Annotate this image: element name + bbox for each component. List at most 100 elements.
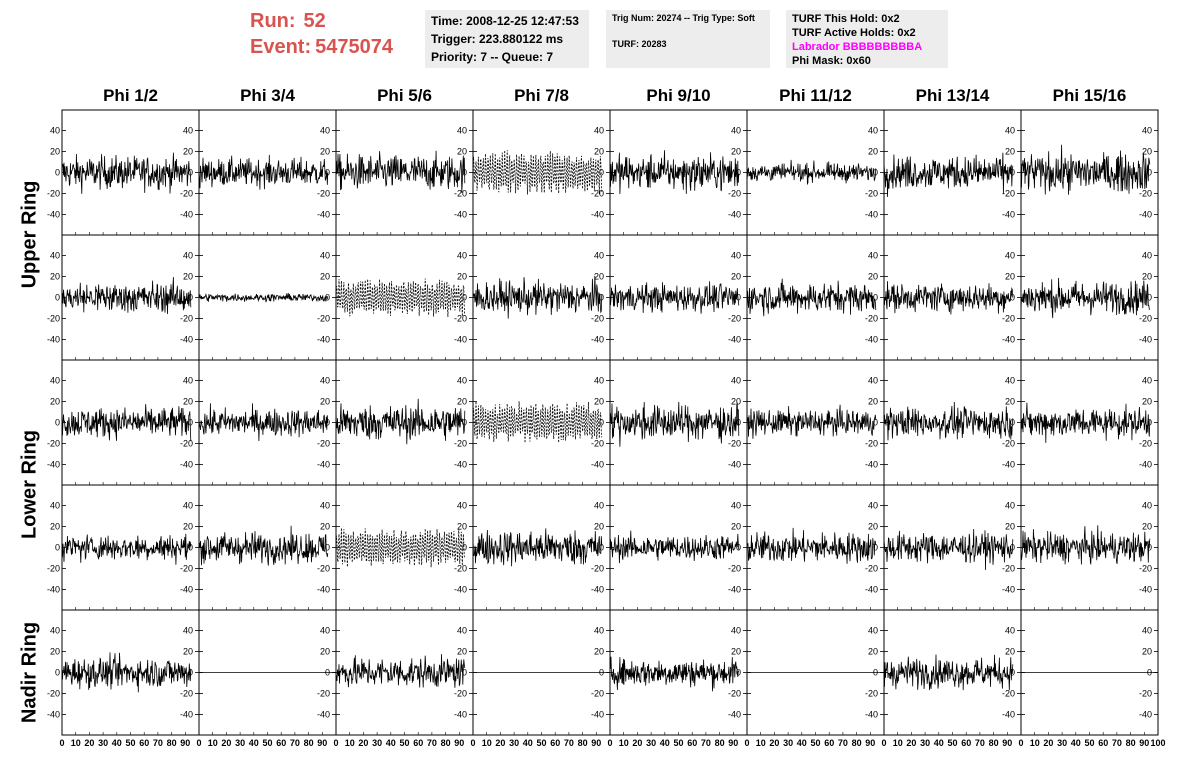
- y-tick-label: 0: [873, 543, 878, 553]
- y-tick-label: 40: [594, 626, 604, 636]
- y-tick-label: 0: [188, 168, 193, 178]
- waveform-r3-c5: [746, 527, 877, 564]
- y-tick-label-left: -20: [47, 564, 60, 574]
- y-tick-label: -40: [180, 710, 193, 720]
- y-tick-label: -40: [454, 335, 467, 345]
- panel-frame: [335, 609, 474, 736]
- x-tick-label: 60: [550, 738, 560, 748]
- x-tick-label: 60: [276, 738, 286, 748]
- x-tick-label: 0: [59, 738, 64, 748]
- y-tick-label: 0: [599, 168, 604, 178]
- panel-r0-c3: -40 -20 0 20 40: [472, 109, 611, 236]
- x-tick-label: 30: [646, 738, 656, 748]
- x-tick-label: 80: [578, 738, 588, 748]
- panel-frame: [609, 484, 748, 611]
- y-tick-label: -20: [1139, 314, 1152, 324]
- y-tick-label: 0: [325, 543, 330, 553]
- y-tick-label: -40: [865, 210, 878, 220]
- waveform-r3-c1: [198, 525, 329, 566]
- x-tick-label: 50: [1084, 738, 1094, 748]
- y-tick-label: 40: [320, 376, 330, 386]
- waveform-r4-c0: [61, 652, 192, 693]
- waveform-r2-c2: [335, 398, 466, 445]
- x-tick-label: 10: [756, 738, 766, 748]
- panel-r3-c5: -40 -20 0 20 40: [746, 484, 885, 611]
- y-tick-label: 40: [1142, 376, 1152, 386]
- y-tick-label: 0: [462, 168, 467, 178]
- y-tick-label: -40: [591, 210, 604, 220]
- column-header-3: Phi 7/8: [514, 86, 569, 105]
- y-tick-label: 40: [457, 251, 467, 261]
- y-tick-label: 40: [457, 626, 467, 636]
- x-tick-label: 0: [607, 738, 612, 748]
- y-tick-label: -20: [728, 189, 741, 199]
- x-tick-label: 60: [687, 738, 697, 748]
- x-tick-label: 40: [660, 738, 670, 748]
- y-tick-label: -40: [1139, 335, 1152, 345]
- panel-r1-c7: -40 -20 0 20 40: [1020, 234, 1159, 361]
- y-tick-label: 0: [462, 668, 467, 678]
- y-tick-label: -20: [1002, 439, 1015, 449]
- y-tick-label-left: -40: [47, 335, 60, 345]
- x-tick-label: 20: [1043, 738, 1053, 748]
- y-tick-label-left: 40: [50, 126, 60, 136]
- y-tick-label-left: 20: [50, 522, 60, 532]
- y-tick-label: 0: [188, 543, 193, 553]
- y-tick-label: -40: [317, 710, 330, 720]
- y-tick-label: 40: [320, 251, 330, 261]
- panel-r2-c4: -40 -20 0 20 40: [609, 359, 748, 486]
- y-tick-label: 40: [320, 126, 330, 136]
- y-tick-label: 20: [1142, 397, 1152, 407]
- y-tick-label: 40: [183, 376, 193, 386]
- y-tick-label: -20: [180, 689, 193, 699]
- y-tick-label: 40: [868, 251, 878, 261]
- trig-num-text: Trig Num: 20274 -- Trig Type: Soft: [612, 13, 755, 23]
- y-tick-label: -40: [591, 335, 604, 345]
- y-tick-label: -40: [1002, 335, 1015, 345]
- y-tick-label-left: -40: [47, 585, 60, 595]
- y-tick-label: 20: [1005, 647, 1015, 657]
- x-tick-label: 40: [934, 738, 944, 748]
- x-tick-label: 100: [1150, 738, 1165, 748]
- panel-frame: [609, 359, 748, 486]
- x-tick-label: 80: [441, 738, 451, 748]
- x-tick-label: 60: [824, 738, 834, 748]
- y-tick-label: 20: [320, 522, 330, 532]
- y-tick-label: 20: [1142, 147, 1152, 157]
- x-tick-label: 50: [947, 738, 957, 748]
- y-tick-label: -40: [454, 460, 467, 470]
- y-tick-label: 20: [183, 397, 193, 407]
- x-tick-label: 90: [180, 738, 190, 748]
- y-tick-label: 0: [873, 668, 878, 678]
- y-tick-label: 0: [462, 293, 467, 303]
- y-tick-label: 40: [183, 626, 193, 636]
- panel-r3-c0: -40 -40 -20 -20 0 0 20 20 40 40: [47, 484, 200, 611]
- y-tick-label: -20: [865, 439, 878, 449]
- y-tick-label: 0: [325, 668, 330, 678]
- y-tick-label: 20: [457, 397, 467, 407]
- y-tick-label: 20: [594, 272, 604, 282]
- y-tick-label: 40: [868, 626, 878, 636]
- x-tick-label: 0: [881, 738, 886, 748]
- y-tick-label: 20: [183, 647, 193, 657]
- y-tick-label: -20: [728, 689, 741, 699]
- y-tick-label: 40: [731, 126, 741, 136]
- y-tick-label: 40: [594, 126, 604, 136]
- y-tick-label: -20: [591, 689, 604, 699]
- waveform-r4-c2: [335, 654, 466, 688]
- waveform-r0-c5: [746, 159, 877, 186]
- y-tick-label: 20: [183, 147, 193, 157]
- x-tick-label: 10: [345, 738, 355, 748]
- y-tick-label: 40: [1142, 626, 1152, 636]
- waveform-r2-c0: [61, 404, 192, 442]
- y-tick-label: -20: [865, 564, 878, 574]
- y-tick-label: 40: [868, 376, 878, 386]
- y-tick-label: 40: [868, 501, 878, 511]
- waveform-r3-c4: [609, 530, 740, 564]
- y-tick-label: -40: [1002, 710, 1015, 720]
- y-tick-label: -40: [1139, 210, 1152, 220]
- y-tick-label: 20: [594, 647, 604, 657]
- panel-r1-c2: -40 -20 0 20 40: [335, 234, 474, 361]
- y-tick-label: 40: [594, 376, 604, 386]
